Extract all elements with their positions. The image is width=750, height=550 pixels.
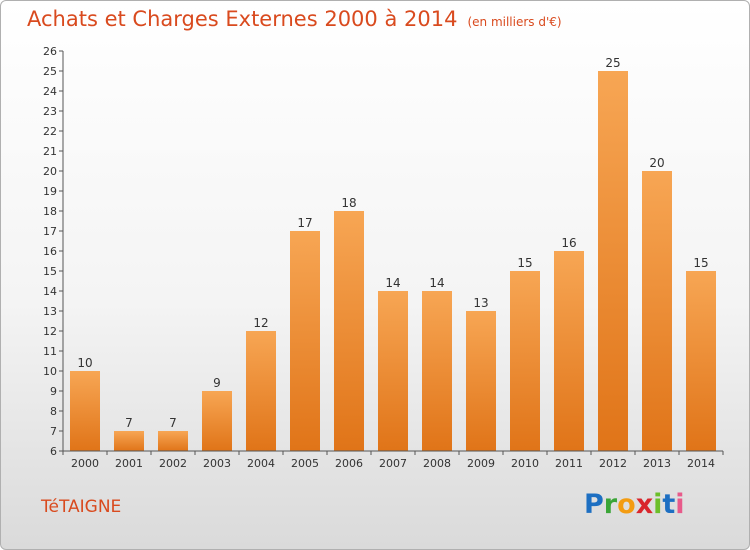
y-tick-label: 21 [43,145,57,158]
bar-value-label: 18 [341,196,356,210]
y-tick-label: 13 [43,305,57,318]
y-tick-label: 10 [43,365,57,378]
x-tick-label: 2005 [291,457,319,470]
x-tick-label: 2013 [643,457,671,470]
bar [158,431,188,451]
x-tick-label: 2010 [511,457,539,470]
proxiti-logo: Proxiti [584,489,685,520]
bar [466,311,496,451]
y-tick-label: 26 [43,45,57,58]
bar [290,231,320,451]
bar [114,431,144,451]
logo-letter: P [584,489,604,520]
y-tick-label: 8 [50,405,57,418]
bar-value-label: 10 [77,356,92,370]
y-tick-label: 6 [50,445,57,458]
bar [554,251,584,451]
axes-group: 6 7 8 9 10 11 12 13 14 15 16 17 18 19 20 21 22 23 24 25 26 20… [43,45,724,470]
y-tick-label: 18 [43,205,57,218]
logo-letter: x [635,489,654,520]
bar [334,211,364,451]
y-tick-label: 20 [43,165,57,178]
y-tick-label: 22 [43,125,57,138]
bar [686,271,716,451]
x-tick-label: 2000 [71,457,99,470]
bar-value-label: 9 [213,376,221,390]
y-tick-label: 25 [43,65,57,78]
bar-value-label: 7 [169,416,177,430]
bar [378,291,408,451]
bar-value-label: 13 [473,296,488,310]
bar-value-label: 16 [561,236,576,250]
y-tick-label: 23 [43,105,57,118]
y-tick-label: 7 [50,425,57,438]
x-tick-label: 2003 [203,457,231,470]
x-tick-label: 2001 [115,457,143,470]
logo-letter: o [617,489,636,520]
bar-value-label: 7 [125,416,133,430]
x-tick-label: 2002 [159,457,187,470]
bar-value-label: 15 [693,256,708,270]
bars-group: 10 7 7 9 12 17 18 14 14 13 15 16 25 20 15 [70,56,716,451]
x-tick-label: 2014 [687,457,715,470]
bar-value-label: 12 [253,316,268,330]
y-tick-label: 16 [43,245,57,258]
bar [598,71,628,451]
x-tick-label: 2009 [467,457,495,470]
chart-unit: (en milliers d'€) [467,15,562,29]
y-tick-label: 12 [43,325,57,338]
x-tick-label: 2004 [247,457,275,470]
y-tick-label: 15 [43,265,57,278]
x-tick-label: 2007 [379,457,407,470]
logo-letter: i [675,489,685,520]
y-tick-label: 19 [43,185,57,198]
bar-value-label: 25 [605,56,620,70]
bar [510,271,540,451]
y-tick-label: 9 [50,385,57,398]
chart-title-block: Achats et Charges Externes 2000 à 2014 (e… [27,7,562,31]
logo-letter: i [653,489,663,520]
logo-letter: t [662,489,676,520]
bar [70,371,100,451]
x-tick-label: 2012 [599,457,627,470]
y-tick-label: 11 [43,345,57,358]
y-tick-label: 17 [43,225,57,238]
bar [246,331,276,451]
bar-value-label: 14 [385,276,400,290]
bar-value-label: 20 [649,156,664,170]
bar-value-label: 15 [517,256,532,270]
bar [642,171,672,451]
logo-letter: r [603,489,618,520]
commune-name: TéTAIGNE [41,497,122,517]
bar-value-label: 14 [429,276,444,290]
x-tick-label: 2011 [555,457,583,470]
x-tick-label: 2008 [423,457,451,470]
bar-value-label: 17 [297,216,312,230]
bar [422,291,452,451]
bar [202,391,232,451]
chart-title: Achats et Charges Externes 2000 à 2014 [27,7,458,31]
y-tick-label: 24 [43,85,57,98]
x-tick-label: 2006 [335,457,363,470]
y-tick-label: 14 [43,285,57,298]
